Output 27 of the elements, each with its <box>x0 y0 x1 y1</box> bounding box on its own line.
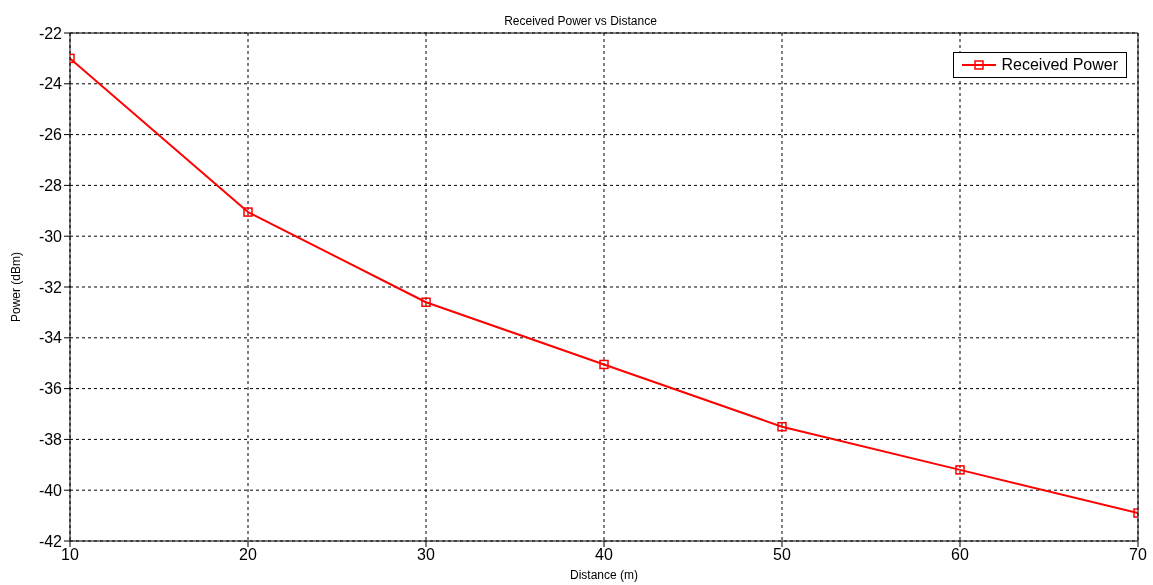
y-tick-label: -22 <box>38 24 63 42</box>
y-tick-label: -30 <box>38 227 63 245</box>
y-tick-label: -32 <box>38 278 63 296</box>
y-tick-label: -42 <box>38 532 63 550</box>
x-tick-label: 20 <box>239 546 257 564</box>
point <box>421 297 431 307</box>
point <box>777 421 787 432</box>
point <box>243 207 253 217</box>
y-tick-label: -38 <box>38 431 63 449</box>
y-tick-label: -36 <box>38 380 63 398</box>
y-tick-label: -28 <box>38 177 63 195</box>
x-tick-label: 10 <box>61 546 79 564</box>
x-tick-label: 60 <box>951 546 969 564</box>
point <box>955 465 965 475</box>
x-tick-label: 50 <box>773 546 791 564</box>
x-tick-label: 40 <box>595 546 613 564</box>
legend-label: Received Power <box>1001 56 1118 74</box>
x-axis-title: Distance (m) <box>569 568 639 582</box>
x-tick-label: 70 <box>1129 546 1147 564</box>
x-tick-label: 30 <box>417 546 435 564</box>
y-axis-title: Power (dBm) <box>9 251 24 323</box>
point <box>599 359 609 370</box>
y-tick-label: -26 <box>38 126 63 144</box>
chart-title: Received Power vs Distance <box>504 14 657 28</box>
y-tick-label: -40 <box>38 481 63 499</box>
y-tick-label: -34 <box>38 329 63 347</box>
y-tick-label: -24 <box>38 75 63 93</box>
